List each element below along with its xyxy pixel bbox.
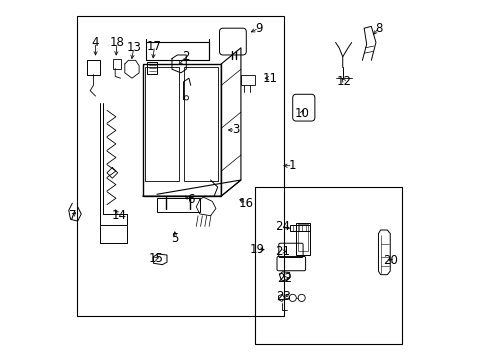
Text: 6: 6 [187,193,194,206]
Text: 24: 24 [275,220,290,233]
Text: 11: 11 [262,72,277,85]
Text: 10: 10 [294,107,308,120]
Bar [241,75,255,85]
Text: 22: 22 [277,272,292,285]
Bar [113,59,121,68]
Text: 14: 14 [111,209,126,222]
Text: 7: 7 [68,209,76,222]
Text: 17: 17 [147,40,162,53]
Text: 21: 21 [275,245,290,258]
Text: 1: 1 [288,159,296,172]
Text: 15: 15 [148,252,163,265]
Bar [144,67,179,181]
Text: 2: 2 [182,50,189,63]
Text: 16: 16 [238,197,253,210]
Bar [157,198,200,212]
Text: 4: 4 [92,36,99,49]
Text: 23: 23 [276,289,291,303]
Text: 18: 18 [109,36,124,49]
Bar [142,64,221,196]
Text: 19: 19 [249,243,264,256]
Bar [255,187,401,344]
Bar [183,67,218,181]
Bar [86,60,100,75]
Bar [77,16,283,316]
Text: 12: 12 [336,75,351,88]
Bar [147,62,157,73]
Bar [290,225,309,231]
Text: 9: 9 [255,22,262,35]
Bar [297,224,308,251]
Text: 3: 3 [231,123,239,136]
Bar [296,223,309,255]
Text: 8: 8 [374,22,381,35]
Text: 13: 13 [126,41,141,54]
Text: 5: 5 [171,233,178,246]
Text: 20: 20 [383,254,398,267]
